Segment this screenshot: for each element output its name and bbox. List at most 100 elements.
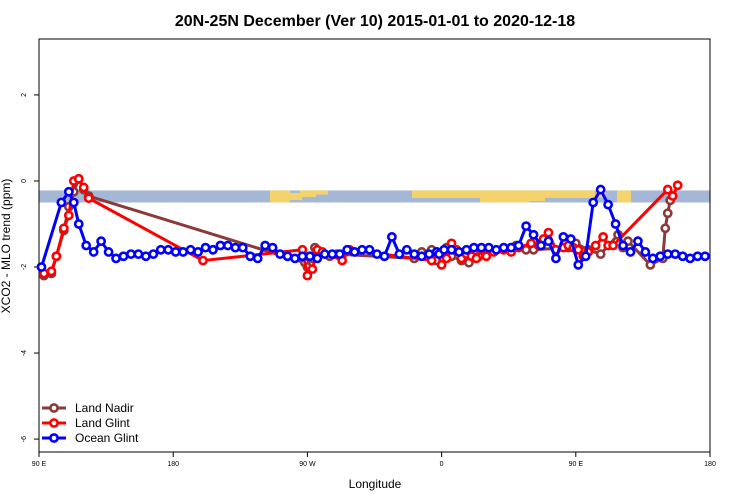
data-point: [461, 244, 472, 255]
data-point: [662, 208, 673, 219]
data-point: [307, 264, 318, 275]
data-point: [409, 249, 420, 260]
data-point: [608, 240, 618, 251]
data-point: [625, 247, 636, 257]
data-point: [595, 184, 606, 195]
data-point: [379, 251, 390, 262]
data-point: [245, 251, 256, 262]
data-point: [633, 236, 643, 247]
data-point: [237, 242, 248, 253]
data-point: [140, 251, 151, 262]
data-point: [81, 240, 92, 251]
data-point: [83, 193, 94, 204]
x-axis: 90 E 180 90 W 0 90 E 180: [32, 452, 716, 468]
data-point: [282, 251, 293, 262]
data-point: [441, 253, 452, 264]
data-point: [526, 238, 536, 249]
series-layer: [36, 173, 710, 281]
data-point: [394, 249, 405, 260]
data-point: [670, 249, 681, 260]
legend-label: Land Nadir: [75, 401, 134, 415]
x-tick-label: 90 E: [569, 461, 584, 468]
data-point: [163, 244, 174, 255]
data-point: [588, 197, 599, 208]
data-point: [170, 247, 181, 257]
data-point: [215, 240, 226, 251]
data-point: [436, 259, 447, 270]
data-point: [610, 219, 621, 229]
data-point: [200, 242, 211, 253]
data-point: [46, 266, 57, 277]
y-tick-label: -6: [21, 436, 28, 442]
data-point: [222, 240, 233, 251]
data-point: [521, 221, 531, 232]
land-mass: [412, 190, 595, 198]
data-point: [364, 244, 375, 255]
land-mass: [546, 190, 560, 196]
land-mass: [288, 192, 302, 201]
data-point: [598, 231, 609, 242]
x-tick-label: 90 E: [32, 461, 47, 468]
data-point: [603, 199, 614, 210]
data-point: [483, 242, 494, 253]
data-point: [471, 253, 482, 264]
data-point: [126, 249, 136, 260]
land-band: [270, 190, 631, 203]
y-tick-label: -4: [21, 350, 28, 356]
data-point: [416, 251, 427, 262]
y-tick-label: -2: [21, 264, 28, 270]
data-point: [230, 242, 241, 253]
legend-item: Ocean Glint: [42, 431, 139, 445]
legend-swatch-marker: [49, 433, 59, 443]
data-point: [655, 251, 666, 262]
data-point: [252, 253, 263, 264]
data-point: [111, 253, 121, 264]
data-point: [304, 251, 315, 262]
chart-title: 20N-25N December (Ver 10) 2015-01-01 to …: [175, 13, 575, 30]
data-point: [506, 242, 517, 253]
data-point: [580, 251, 591, 262]
legend-label: Ocean Glint: [75, 431, 139, 445]
data-point: [198, 255, 208, 266]
data-point: [618, 240, 628, 251]
band: [39, 190, 710, 203]
legend-label: Land Glint: [75, 416, 130, 430]
data-point: [481, 251, 492, 262]
land-mass: [480, 197, 530, 203]
data-point: [528, 229, 539, 240]
data-point: [513, 240, 524, 251]
data-point: [491, 244, 502, 255]
land-mass: [510, 190, 545, 202]
data-point: [63, 210, 74, 221]
data-point: [36, 262, 47, 272]
data-point: [78, 182, 89, 193]
x-tick-label: 180: [167, 461, 179, 468]
data-point: [640, 247, 651, 257]
y-axis-label: XCO2 - MLO trend (ppm): [0, 179, 13, 314]
data-point: [660, 223, 671, 234]
data-point: [401, 244, 412, 255]
data-point: [565, 234, 576, 244]
land-mass: [617, 190, 631, 203]
data-point: [133, 249, 144, 260]
legend-item: Land Nadir: [42, 401, 134, 415]
data-point: [558, 231, 569, 242]
data-point: [73, 219, 84, 229]
data-point: [103, 247, 114, 257]
x-tick-label: 180: [704, 461, 716, 468]
legend-swatch-marker: [49, 403, 59, 413]
legend-item: Land Glint: [42, 416, 130, 430]
data-point: [68, 197, 79, 208]
data-point: [312, 253, 323, 264]
data-point: [88, 247, 99, 257]
data-point: [148, 249, 159, 260]
data-point: [700, 251, 710, 262]
land-mass: [300, 190, 316, 198]
data-point: [498, 242, 509, 253]
data-point: [662, 184, 673, 195]
data-point: [260, 240, 271, 251]
data-point: [58, 223, 69, 234]
data-point: [677, 251, 688, 262]
data-point: [647, 253, 658, 264]
